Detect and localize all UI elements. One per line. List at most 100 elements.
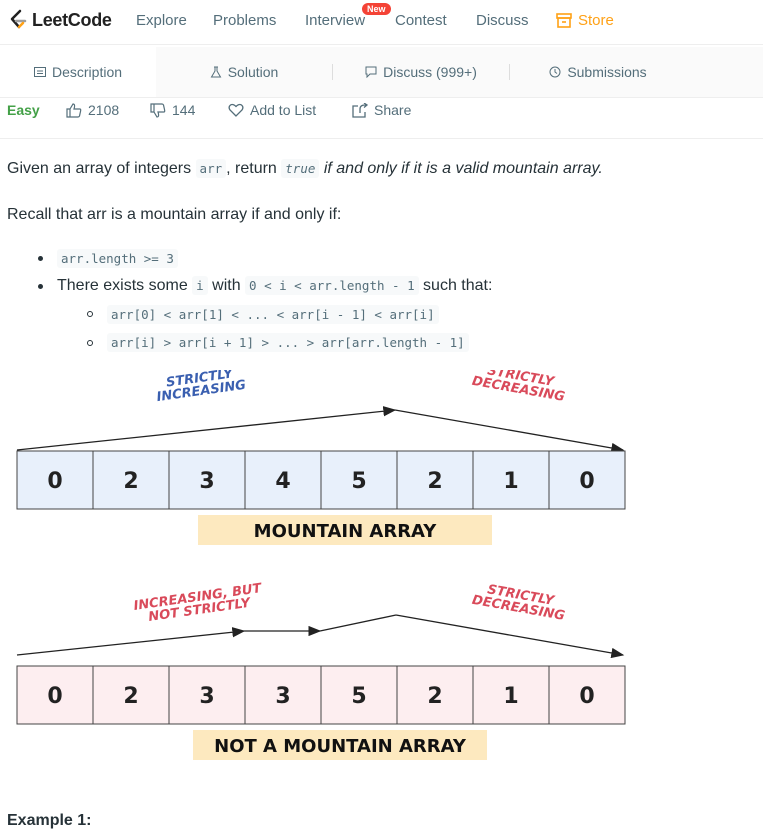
bullet-item-2: There exists some i with 0 < i < arr.len… — [57, 276, 492, 295]
array-cell — [396, 665, 474, 725]
array-cell — [320, 665, 398, 725]
array-cell-value: 3 — [275, 684, 290, 709]
array-cell — [92, 450, 170, 510]
array-cell-value: 3 — [199, 684, 214, 709]
array-cell — [320, 450, 398, 510]
nav-store[interactable]: Store — [556, 12, 614, 29]
heart-icon — [228, 103, 244, 117]
array-cell — [16, 665, 94, 725]
sub-bullet-circle — [87, 340, 93, 346]
bullet-dot — [38, 256, 43, 261]
sub-bullet-circle — [87, 311, 93, 317]
problem-tabs: Description Solution Discuss (999+) Subm… — [0, 47, 763, 98]
tab-solution-label: Solution — [227, 64, 279, 80]
array-cell-value: 4 — [275, 469, 290, 494]
problem-meta: Easy 2108 144 Add to List Share — [0, 98, 763, 139]
inline-code: i — [192, 276, 208, 295]
thumbs-down-icon — [150, 102, 166, 118]
tab-solution[interactable]: Solution — [156, 47, 332, 97]
statement-text: There exists some — [57, 276, 193, 294]
array-cell-value: 2 — [123, 684, 138, 709]
inline-code: arr — [195, 159, 227, 178]
statement-text: , return — [226, 160, 282, 177]
tab-submissions-label: Submissions — [567, 64, 647, 80]
inline-code: arr[i] > arr[i + 1] > ... > arr[arr.leng… — [107, 333, 469, 352]
inline-code: true — [281, 159, 320, 178]
array-cell — [16, 450, 94, 510]
example-heading: Example 1: — [7, 812, 92, 829]
array-cell-value: 0 — [47, 469, 62, 494]
share-label: Share — [374, 102, 412, 118]
nav-explore[interactable]: Explore — [136, 12, 187, 29]
array-cell-value: 1 — [503, 684, 518, 709]
store-icon — [556, 13, 572, 28]
tab-submissions[interactable]: Submissions — [510, 47, 686, 97]
array-cell — [244, 665, 322, 725]
statement-paragraph-1: Given an array of integers arr, return t… — [7, 159, 603, 178]
array-cell — [548, 450, 626, 510]
caption-background — [193, 730, 487, 760]
array-cell — [168, 665, 246, 725]
array-cell-value: 2 — [123, 469, 138, 494]
array-cell — [168, 450, 246, 510]
nav-contest[interactable]: Contest — [395, 12, 447, 29]
tab-description-label: Description — [51, 64, 123, 80]
array-cell — [548, 665, 626, 725]
statement-emphasis: if and only if it is a valid mountain ar… — [319, 160, 603, 177]
difficulty-badge: Easy — [7, 102, 40, 118]
increasing-arrow — [319, 614, 397, 632]
add-to-list-button[interactable]: Add to List — [228, 102, 316, 118]
caption-text: NOT A MOUNTAIN ARRAY — [214, 736, 467, 757]
tab-description[interactable]: Description — [0, 47, 156, 97]
flask-icon — [210, 66, 222, 78]
top-nav: LeetCode Explore Problems Interview New … — [0, 0, 763, 45]
caption-text: MOUNTAIN ARRAY — [254, 521, 438, 542]
nav-problems[interactable]: Problems — [213, 12, 277, 29]
sub-bullet-item-1: arr[0] < arr[1] < ... < arr[i - 1] < arr… — [107, 305, 439, 324]
array-cell-value: 2 — [427, 684, 442, 709]
array-cell — [472, 665, 550, 725]
array-cell — [92, 665, 170, 725]
array-cell-value: 5 — [351, 684, 366, 709]
bullet-item-1: arr.length >= 3 — [57, 249, 178, 268]
inline-code: 0 < i < arr.length - 1 — [245, 276, 419, 295]
array-cell-value: 0 — [579, 469, 594, 494]
decreasing-arrow — [394, 409, 625, 454]
tab-discuss[interactable]: Discuss (999+) — [333, 47, 509, 97]
thumbs-up-icon — [66, 102, 82, 118]
leetcode-logo[interactable]: LeetCode — [8, 9, 112, 31]
leetcode-logo-icon — [10, 9, 27, 29]
increasing-arrow — [16, 627, 246, 656]
array-cell-value: 0 — [47, 684, 62, 709]
share-icon — [352, 102, 368, 118]
array-cell-value: 1 — [503, 469, 518, 494]
caption-background — [198, 515, 492, 545]
store-label: Store — [578, 12, 614, 29]
increasing-arrow — [16, 406, 397, 451]
nav-interview[interactable]: Interview — [305, 12, 366, 29]
inline-code: arr.length >= 3 — [57, 249, 178, 268]
share-button[interactable]: Share — [352, 102, 411, 118]
description-icon — [33, 67, 46, 77]
like-button[interactable]: 2108 — [66, 102, 119, 118]
tab-divider — [332, 64, 333, 80]
array-cell-value: 3 — [199, 469, 214, 494]
array-cell-value: 2 — [427, 469, 442, 494]
tab-discuss-label: Discuss (999+) — [383, 64, 477, 80]
array-cell — [472, 450, 550, 510]
bullet-dot — [38, 284, 43, 289]
decreasing-arrow — [395, 614, 625, 659]
dislike-button[interactable]: 144 — [150, 102, 195, 118]
sub-bullet-item-2: arr[i] > arr[i + 1] > ... > arr[arr.leng… — [107, 333, 469, 352]
nav-discuss[interactable]: Discuss — [476, 12, 529, 29]
new-badge: New — [362, 3, 391, 15]
dislike-count: 144 — [172, 102, 196, 118]
add-to-list-label: Add to List — [250, 102, 317, 118]
statement-paragraph-2: Recall that arr is a mountain array if a… — [7, 206, 342, 223]
statement-text: with — [207, 276, 246, 294]
like-count: 2108 — [88, 102, 120, 118]
statement-text: such that: — [418, 276, 493, 294]
tab-divider — [509, 64, 510, 80]
logo-text: LeetCode — [32, 9, 112, 30]
